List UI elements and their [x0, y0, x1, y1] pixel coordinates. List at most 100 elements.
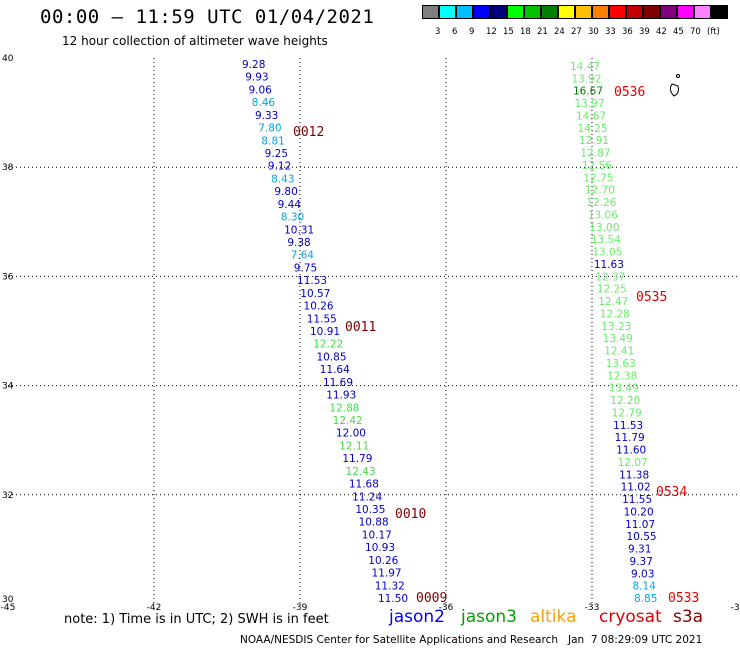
swh-value: 12.07 — [618, 457, 648, 469]
color-swatch — [609, 5, 626, 19]
swh-value: 13.05 — [592, 247, 622, 259]
swh-value: 12.38 — [607, 370, 637, 382]
page-title: 00:00 – 11:59 UTC 01/04/2021 — [40, 6, 375, 28]
color-swatch — [507, 5, 524, 19]
swh-value: 11.55 — [307, 313, 337, 325]
color-scale-label: 15 — [503, 27, 514, 37]
satellite-cryosat: cryosat — [599, 607, 662, 627]
color-scale-label: 45 — [673, 27, 684, 37]
swh-value: 10.26 — [304, 301, 334, 313]
pass-time: 0536 — [614, 85, 645, 100]
swh-value: 12.11 — [339, 440, 369, 452]
pass-time: 0009 — [416, 591, 447, 606]
swh-value: 12.56 — [582, 160, 612, 172]
swh-value: 9.44 — [278, 199, 302, 211]
swh-value: 12.75 — [583, 172, 613, 184]
swh-value: 10.88 — [359, 517, 389, 529]
swh-value: 9.28 — [242, 59, 265, 71]
lon-tick-label: -30 — [731, 603, 740, 613]
swh-value: 13.49 — [609, 383, 639, 395]
color-swatch — [592, 5, 609, 19]
color-swatch — [660, 5, 677, 19]
swh-value: 11.53 — [613, 420, 643, 432]
swh-value: 12.70 — [585, 185, 615, 197]
color-scale-label: 36 — [622, 27, 633, 37]
swh-value: 12.28 — [600, 308, 630, 320]
track-left: 9.289.939.068.469.337.808.819.259.128.43… — [242, 59, 408, 605]
color-scale-label: 18 — [520, 27, 531, 37]
swh-value: 13.63 — [606, 358, 636, 370]
lon-tick-label: -39 — [293, 603, 308, 613]
swh-value: 9.25 — [265, 148, 288, 160]
color-scale-label: 21 — [537, 27, 548, 37]
swh-value: 11.79 — [615, 432, 645, 444]
swh-value: 10.91 — [310, 326, 340, 338]
swh-value: 10.20 — [624, 506, 654, 518]
note-text: note: 1) Time is in UTC; 2) SWH is in fe… — [64, 612, 329, 627]
swh-value: 11.02 — [621, 482, 651, 494]
swh-value: 8.14 — [633, 581, 657, 593]
color-scale-label: 42 — [656, 27, 667, 37]
swh-value: 13.49 — [603, 333, 633, 345]
swh-value: 11.97 — [372, 568, 402, 580]
color-swatch — [643, 5, 660, 19]
swh-value: 14.47 — [570, 61, 600, 73]
swh-value: 13.06 — [588, 209, 618, 221]
swh-value: 9.06 — [248, 84, 272, 96]
color-scale-label: 3 — [435, 27, 441, 37]
color-swatch — [558, 5, 575, 19]
swh-value: 10.31 — [284, 224, 314, 236]
swh-value: 10.26 — [368, 555, 398, 567]
swh-value: 11.53 — [297, 275, 327, 287]
swh-value: 8.43 — [271, 173, 294, 185]
lat-tick-label: 38 — [2, 163, 14, 173]
island-shape — [669, 83, 679, 97]
swh-value: 9.12 — [268, 161, 291, 173]
color-swatch — [575, 5, 592, 19]
swh-value: 9.38 — [287, 237, 310, 249]
color-scale-label: (ft) — [707, 27, 720, 37]
swh-value: 11.55 — [622, 494, 652, 506]
lon-tick-label: -42 — [147, 603, 162, 613]
track-right: 14.4713.9216.6713.9714.6714.2512.9112.87… — [570, 61, 657, 605]
pass-time: 0534 — [656, 485, 687, 500]
swh-value: 14.67 — [576, 110, 606, 122]
swh-value: 16.67 — [573, 86, 603, 98]
swh-value: 9.93 — [245, 72, 268, 84]
swh-value: 11.07 — [625, 519, 655, 531]
pass-time: 0010 — [395, 507, 426, 522]
color-scale-label: 24 — [554, 27, 565, 37]
color-swatch — [541, 5, 558, 19]
swh-value: 11.63 — [594, 259, 624, 271]
islet-shape — [676, 74, 680, 78]
satellite-altika: altika — [530, 607, 577, 627]
swh-value: 12.79 — [612, 407, 642, 419]
color-scale-label: 9 — [469, 27, 475, 37]
swh-value: 13.54 — [591, 234, 621, 246]
swh-value: 10.35 — [355, 504, 385, 516]
lat-tick-label: 30 — [2, 595, 14, 605]
swh-value: 11.38 — [619, 469, 649, 481]
color-scale-label: 27 — [571, 27, 582, 37]
color-scale-label: 33 — [605, 27, 616, 37]
swh-value: 10.57 — [300, 288, 330, 300]
color-scale-label: 6 — [452, 27, 458, 37]
swh-value: 11.50 — [378, 593, 408, 605]
swh-value: 11.69 — [323, 377, 353, 389]
swh-value: 9.80 — [274, 186, 297, 198]
swh-value: 11.32 — [375, 580, 405, 592]
swh-value: 11.93 — [326, 390, 356, 402]
swh-value: 12.47 — [598, 296, 628, 308]
color-scale-label: 12 — [486, 27, 497, 37]
swh-value: 12.41 — [604, 346, 634, 358]
swh-value: 12.88 — [329, 402, 359, 414]
swh-value: 12.25 — [597, 284, 627, 296]
color-swatch — [626, 5, 643, 19]
lat-tick-label: 32 — [2, 491, 13, 501]
swh-value: 11.68 — [349, 479, 379, 491]
pass-time: 0535 — [636, 290, 667, 305]
page-subtitle: 12 hour collection of altimeter wave hei… — [62, 34, 328, 48]
pass-time: 0011 — [345, 320, 376, 335]
swh-value: 9.33 — [255, 110, 278, 122]
